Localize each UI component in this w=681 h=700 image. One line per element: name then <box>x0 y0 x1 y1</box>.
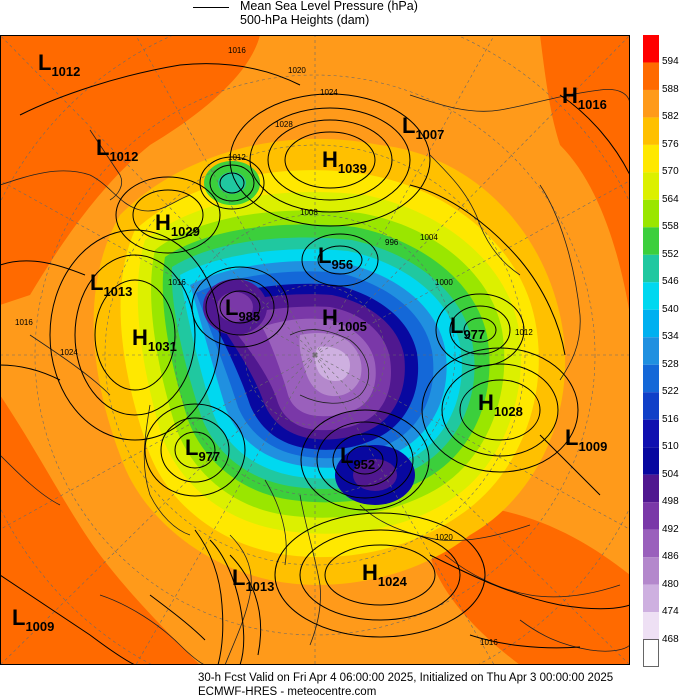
contour-label: 1004 <box>420 233 438 242</box>
colorbar-swatch <box>643 392 659 420</box>
lat-lon-grid <box>0 35 630 665</box>
contour-label-group: 1016 1020 1024 1028 1012 1016 1008 1004 … <box>15 46 533 647</box>
colorbar-tick-label: 468 <box>662 633 679 645</box>
contour-label: 1016 <box>228 46 246 55</box>
contour-label: 1028 <box>275 120 293 129</box>
colorbar-tick-label: 486 <box>662 551 679 563</box>
height-field-vortex-west-core <box>217 292 253 322</box>
height-field-588-nw <box>0 35 260 305</box>
colorbar-tick-label: 588 <box>662 83 679 95</box>
colorbar-tick-label: 474 <box>662 606 679 618</box>
colorbar-swatch <box>643 282 659 310</box>
colorbar-tick-label: 510 <box>662 441 679 453</box>
colorbar-swatch <box>643 172 659 200</box>
colorbar-tick-label: 546 <box>662 276 679 288</box>
footer-valid-line: 30-h Fcst Valid on Fri Apr 4 06:00:00 20… <box>198 672 614 684</box>
colorbar-swatch <box>643 474 659 503</box>
coastlines <box>0 88 630 665</box>
colorbar-swatch <box>643 117 659 145</box>
colorbar-swatch <box>643 584 659 613</box>
colorbar-tick-label: 492 <box>662 523 679 535</box>
colorbar-swatch <box>643 612 659 640</box>
contour-label: 1016 <box>15 318 33 327</box>
colorbar-tick-label: 504 <box>662 468 679 480</box>
colorbar-swatch-white <box>643 639 659 667</box>
map-panel: 1016 1020 1024 1028 1012 1016 1008 1004 … <box>0 35 630 665</box>
colorbar-tick-label: 594 <box>662 56 679 68</box>
colorbar-swatch <box>643 502 659 530</box>
colorbar-tick-label: 564 <box>662 193 679 205</box>
height-field-588-se <box>430 505 630 665</box>
colorbar-tick-label: 528 <box>662 358 679 370</box>
contour-label: 1000 <box>435 278 453 287</box>
mslp-legend-line <box>193 7 229 8</box>
colorbar <box>643 35 659 667</box>
colorbar-swatch <box>643 309 659 338</box>
contour-label: 996 <box>385 238 399 247</box>
map-border <box>0 35 630 665</box>
contour-label: 1012 <box>228 153 246 162</box>
contour-label: 1020 <box>435 533 453 542</box>
height-field-546-lobe <box>218 172 246 194</box>
colorbar-tick-label: 582 <box>662 111 679 123</box>
colorbar-swatch <box>643 254 659 283</box>
colorbar-swatch <box>643 337 659 365</box>
contour-label: 1008 <box>300 208 318 217</box>
colorbar-swatch <box>643 419 659 448</box>
colorbar-tick-label: 516 <box>662 413 679 425</box>
colorbar-swatch <box>643 199 659 228</box>
low-pressure-center: L1012 <box>38 50 80 79</box>
colorbar-swatch <box>643 447 659 475</box>
legend-mslp-label: Mean Sea Level Pressure (hPa) <box>240 0 418 13</box>
contour-label: 1020 <box>288 66 306 75</box>
colorbar-tick-label: 534 <box>662 331 679 343</box>
mslp-contours <box>0 63 630 665</box>
height-field-588-sw <box>0 395 200 665</box>
legend-heights-label: 500-hPa Heights (dam) <box>240 13 370 27</box>
colorbar-swatch <box>643 529 659 558</box>
colorbar-tick-label: 480 <box>662 578 679 590</box>
colorbar-tick-label: 498 <box>662 496 679 508</box>
colorbar-tick-label: 522 <box>662 386 679 398</box>
colorbar-swatch <box>643 144 659 173</box>
colorbar-tick-label: 570 <box>662 166 679 178</box>
contour-label: 1024 <box>60 348 78 357</box>
colorbar-swatch <box>643 35 659 63</box>
colorbar-tick-label: 576 <box>662 138 679 150</box>
contour-label: 1024 <box>320 88 338 97</box>
height-field-vortex-south-core <box>353 459 397 491</box>
colorbar-tick-label: 558 <box>662 221 679 233</box>
contour-label: 1016 <box>168 278 186 287</box>
colorbar-swatch <box>643 89 659 118</box>
contour-label: 1016 <box>480 638 498 647</box>
colorbar-tick-label: 552 <box>662 248 679 260</box>
colorbar-tick-label: 540 <box>662 303 679 315</box>
colorbar-swatch <box>643 62 659 90</box>
colorbar-swatch <box>643 364 659 393</box>
colorbar-swatch <box>643 557 659 585</box>
contour-label: 1012 <box>515 328 533 337</box>
colorbar-swatch <box>643 227 659 255</box>
footer-source-line: ECMWF-HRES - meteocentre.com <box>198 686 377 698</box>
height-field-588-ne <box>540 35 630 315</box>
